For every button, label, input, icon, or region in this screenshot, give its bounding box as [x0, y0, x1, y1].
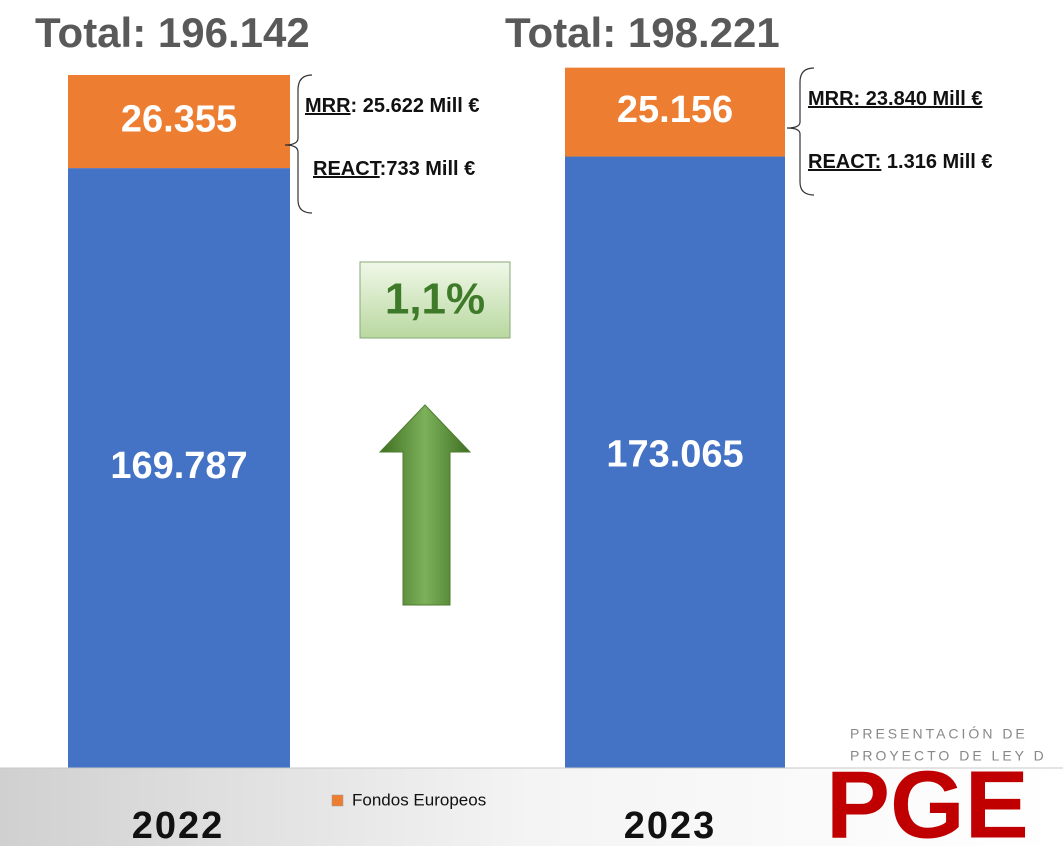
- note: MRR: 23.840 Mill €: [808, 88, 983, 110]
- note: MRR: 25.622 Mill €: [305, 95, 480, 117]
- logo-mark: PGE: [826, 751, 1029, 846]
- value-label: 25.156: [617, 89, 733, 131]
- total-label: Total: 198.221: [505, 9, 780, 56]
- logo-line: PRESENTACIÓN DE: [850, 726, 1028, 742]
- note-text: :733 Mill €: [380, 158, 476, 180]
- note-text: 1.316 Mill €: [881, 151, 992, 173]
- note-label: MRR: [305, 95, 351, 117]
- note-label: MRR: 23.840 Mill €: [808, 88, 983, 110]
- total-label: Total: 196.142: [35, 9, 310, 56]
- value-label: 169.787: [110, 445, 247, 487]
- up-arrow: [378, 404, 472, 606]
- x-tick-label: 2023: [624, 805, 717, 846]
- brace: [786, 67, 815, 196]
- legend-label: Fondos Europeos: [352, 790, 486, 809]
- x-tick-label: 2022: [132, 805, 225, 846]
- footer-band: [0, 768, 1063, 846]
- brace: [284, 74, 313, 214]
- bar-segment: [565, 67, 785, 157]
- value-label: 26.355: [121, 99, 237, 141]
- note-label: REACT:: [808, 151, 881, 173]
- bar-segment: [68, 168, 290, 769]
- note-label: REACT: [313, 158, 382, 180]
- bar-segment: [68, 75, 290, 169]
- legend-swatch: [331, 794, 344, 807]
- note: REACT:733 Mill €: [313, 158, 475, 180]
- bar-segment: [565, 156, 785, 768]
- note: REACT: 1.316 Mill €: [808, 151, 993, 173]
- value-label: 173.065: [606, 434, 743, 476]
- note-text: : 25.622 Mill €: [351, 95, 480, 117]
- logo-line: PROYECTO DE LEY D: [850, 748, 1047, 764]
- change-box: [359, 261, 511, 339]
- change-label: 1,1%: [385, 275, 485, 324]
